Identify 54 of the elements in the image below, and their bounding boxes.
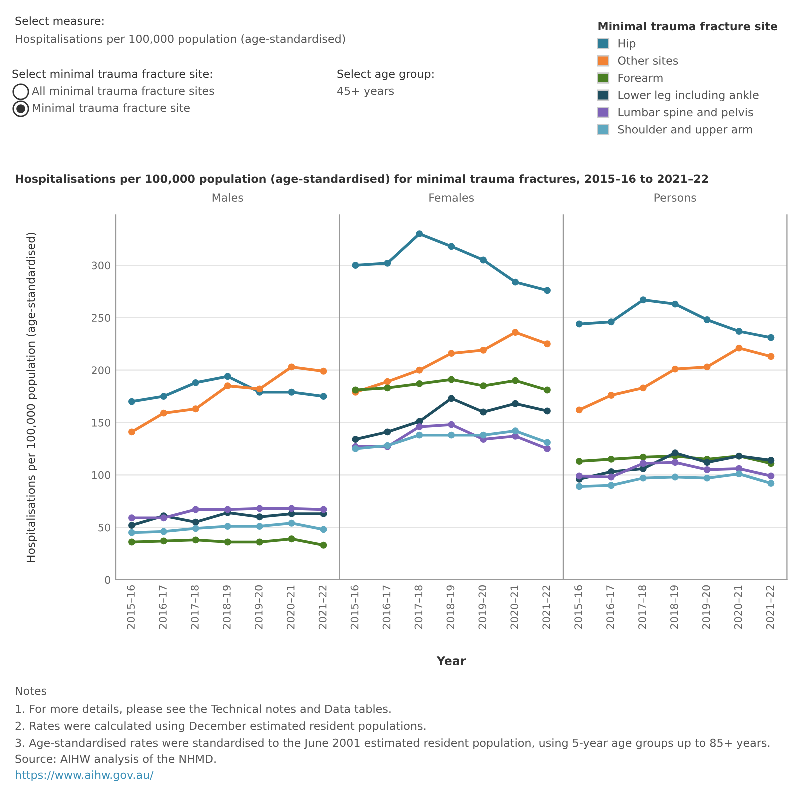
x-tick-label: 2016–17 [382, 586, 391, 630]
legend-label: Other sites [618, 56, 678, 65]
x-tick-label: 2018–19 [446, 586, 455, 630]
text: Select age group: [338, 70, 434, 80]
legend-label: Forearm [618, 74, 663, 82]
x-tick-label: 2017–18 [414, 586, 423, 630]
x-tick-label: 2015–16 [127, 586, 136, 630]
x-tick-label: 2019–20 [254, 586, 263, 630]
x-tick-label: 2020–21 [510, 586, 519, 630]
x-tick-label: 2021–22 [542, 586, 551, 630]
x-tick-label: 2015–16 [574, 586, 582, 630]
y-tick-label: 300 [92, 262, 110, 270]
chart-subtitle: Males [212, 193, 244, 202]
text: 45+ years [338, 86, 394, 98]
chart-subtitle: Females [430, 193, 474, 202]
text: Select minimal trauma fracture site: [12, 70, 212, 78]
legend-label: Hip [618, 39, 636, 50]
x-axis-title: Year [436, 656, 466, 666]
source-note: Source: AIHW analysis of the NHMD. [16, 754, 216, 766]
x-tick-label: 2015–16 [350, 586, 359, 630]
text: 2. Rates were calculated using December estimated resident populations. [16, 722, 426, 732]
y-tick-label: 250 [92, 314, 110, 322]
text: Select measure: [16, 16, 104, 26]
x-tick-label: 2021–22 [318, 586, 327, 630]
x-tick-label: 2019–20 [702, 586, 710, 630]
x-tick-label: 2019–20 [478, 586, 487, 630]
x-tick-label: 2017–18 [191, 586, 199, 630]
x-tick-label: 2016–17 [159, 586, 167, 630]
legend-title: Minimal trauma fracture site [598, 22, 778, 31]
y-tick-label: 200 [92, 366, 110, 374]
y-tick-label: 50 [98, 524, 110, 532]
legend-label: Lower leg including ankle [618, 90, 759, 102]
text: Notes [16, 686, 47, 696]
text: 3. Age-standardised rates were standardised to the June 2001 estimated resident population, using 5-year age groups up to 85+ years. [16, 738, 770, 750]
x-tick-label: 2017–18 [638, 586, 646, 630]
text: https://www.aihw.gov.au/ [16, 770, 154, 782]
text: All minimal trauma fracture sites [32, 86, 214, 96]
x-tick-label: 2020–21 [734, 586, 742, 630]
y-tick-label: 150 [92, 418, 110, 427]
x-tick-label: 2016–17 [606, 586, 614, 630]
x-tick-label: 2018–19 [223, 586, 231, 630]
legend-label: Lumbar spine and pelvis [618, 108, 754, 119]
text: Minimal trauma fracture site [33, 104, 190, 112]
text: Hospitalisations per 100,000 population (age-standardised) [16, 34, 346, 46]
legend-label: Shoulder and upper arm [618, 125, 752, 136]
text: Hospitalisations per 100,000 population (age-standardised) for minimal trauma fractures, 2015–16 to 2021–22 [16, 174, 708, 186]
x-tick-label: 2021–22 [766, 586, 774, 630]
x-tick-label: 2018–19 [670, 586, 678, 630]
y-tick-label: 100 [92, 471, 110, 480]
y-axis-title: Hospitalisations per 100,000 population (age-standardised) [26, 232, 38, 562]
y-tick-label: 0 [105, 576, 110, 584]
chart-subtitle: Persons [654, 194, 696, 202]
text: 1. For more details, please see the Technical notes and Data tables. [16, 704, 391, 716]
x-tick-label: 2020–21 [286, 586, 295, 630]
